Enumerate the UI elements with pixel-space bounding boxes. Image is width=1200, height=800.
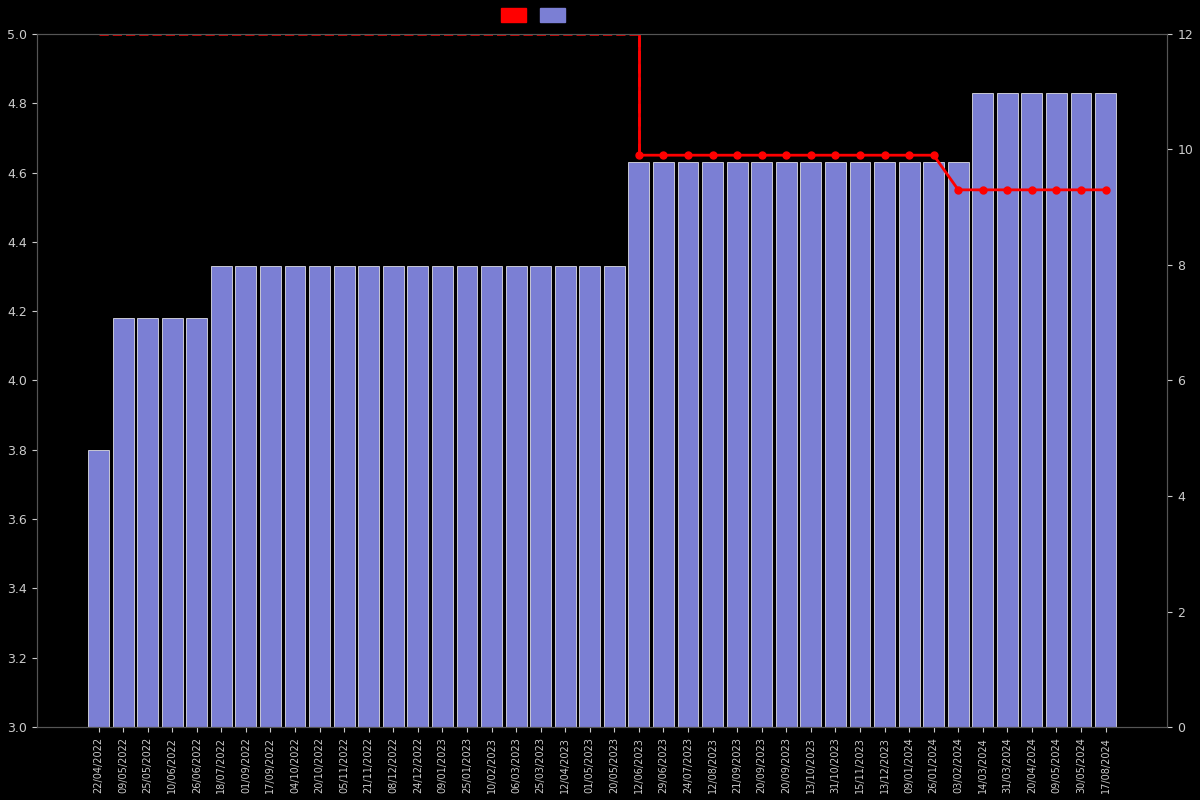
Bar xyxy=(162,318,182,727)
Bar xyxy=(481,266,502,727)
Bar xyxy=(923,162,944,727)
Bar xyxy=(899,162,919,727)
Bar xyxy=(113,318,133,727)
Bar xyxy=(948,162,968,727)
Bar xyxy=(554,266,576,727)
Bar xyxy=(284,266,306,727)
Bar xyxy=(653,162,674,727)
Bar xyxy=(874,162,895,727)
Bar xyxy=(334,266,354,727)
Bar xyxy=(260,266,281,727)
Bar xyxy=(1021,93,1043,727)
Bar xyxy=(407,266,428,727)
Bar xyxy=(432,266,452,727)
Bar xyxy=(505,266,527,727)
Bar xyxy=(530,266,551,727)
Bar xyxy=(776,162,797,727)
Bar xyxy=(211,266,232,727)
Bar xyxy=(580,266,600,727)
Bar xyxy=(1070,93,1092,727)
Bar xyxy=(137,318,158,727)
Bar xyxy=(359,266,379,727)
Bar xyxy=(310,266,330,727)
Bar xyxy=(702,162,724,727)
Bar xyxy=(727,162,748,727)
Bar xyxy=(997,93,1018,727)
Bar xyxy=(604,266,625,727)
Bar xyxy=(678,162,698,727)
Bar xyxy=(383,266,403,727)
Bar xyxy=(972,93,994,727)
Bar xyxy=(850,162,870,727)
Bar xyxy=(824,162,846,727)
Bar xyxy=(751,162,772,727)
Legend: , : , xyxy=(496,2,574,29)
Bar xyxy=(800,162,821,727)
Bar xyxy=(456,266,478,727)
Bar xyxy=(629,162,649,727)
Bar xyxy=(235,266,257,727)
Bar xyxy=(186,318,208,727)
Bar xyxy=(1096,93,1116,727)
Bar xyxy=(1046,93,1067,727)
Bar xyxy=(88,450,109,727)
